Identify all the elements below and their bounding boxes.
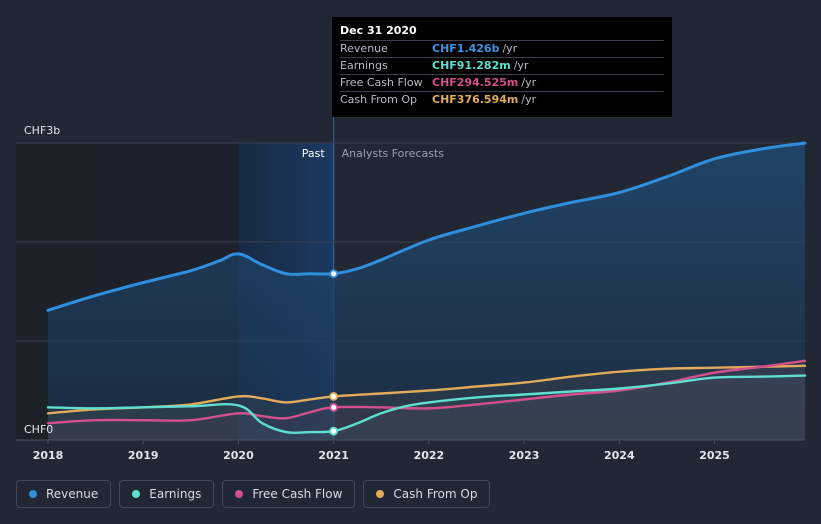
x-tick-label-2022: 2022 [414, 449, 445, 462]
free-cash-flow-area [48, 360, 805, 440]
series-lines [46, 141, 807, 435]
tooltip-row-unit: /yr [513, 59, 529, 72]
legend-item-free-cash-flow[interactable]: Free Cash Flow [222, 480, 356, 508]
legend-item-earnings[interactable]: Earnings [119, 480, 215, 508]
revenue-area [48, 143, 805, 440]
legend-dot-icon [235, 490, 244, 498]
tooltip-row-value: CHF91.282m [432, 59, 511, 72]
past-label: Past [302, 147, 326, 160]
earnings-marker [329, 426, 339, 436]
tooltip-row-label: Cash From Op [340, 93, 418, 106]
x-tick-label-2025: 2025 [699, 449, 730, 462]
legend-label: Cash From Op [393, 487, 478, 501]
legend-dot-icon [376, 490, 385, 498]
cash-from-op-marker [329, 392, 339, 401]
revenue-line [46, 141, 807, 312]
series-markers [329, 269, 339, 436]
legend-dot-icon [132, 490, 141, 498]
forecast-label: Analysts Forecasts [342, 147, 445, 160]
tooltip-row-free-cash-flow: Free Cash Flow CHF294.525m/yr [340, 74, 664, 91]
earnings-line [46, 374, 807, 435]
x-tick-label-2021: 2021 [318, 449, 349, 462]
tooltip-row-unit: /yr [502, 42, 518, 55]
x-tick-label-2018: 2018 [33, 449, 64, 462]
tooltip-row-unit: /yr [521, 76, 537, 89]
legend-dot-icon [29, 490, 37, 498]
x-tick-label-2019: 2019 [128, 449, 159, 462]
legend-item-cash-from-op[interactable]: Cash From Op [363, 480, 491, 508]
tooltip-row-value: CHF1.426b [432, 42, 500, 55]
revenue-marker [329, 269, 339, 279]
y-axis-top-label: CHF3b [24, 124, 60, 137]
tooltip-row-label: Free Cash Flow [340, 76, 423, 89]
tooltip-title: Dec 31 2020 [340, 24, 417, 37]
legend: Revenue Earnings Free Cash Flow Cash From O… [16, 480, 491, 508]
x-tick-label-2023: 2023 [509, 449, 540, 462]
tooltip-row-value: CHF294.525m [432, 76, 519, 89]
free-cash-flow-marker [329, 402, 339, 412]
cash-from-op-line [46, 364, 807, 415]
tooltip-row-unit: /yr [521, 93, 537, 106]
legend-label: Free Cash Flow [252, 487, 343, 501]
axis-labels: CHF3b CHF0 Past Analysts Forecasts 2018 2019 2… [24, 124, 730, 462]
legend-label: Revenue [46, 487, 99, 501]
tooltip-row-label: Revenue [340, 42, 388, 55]
y-axis-bottom-label: CHF0 [24, 423, 53, 436]
x-tick-label-2020: 2020 [223, 449, 254, 462]
legend-label: Earnings [149, 487, 202, 501]
tooltip-row-revenue: Revenue CHF1.426b/yr [340, 40, 664, 57]
tooltip-row-value: CHF376.594m [432, 93, 519, 106]
tooltip-row-earnings: Earnings CHF91.282m/yr [340, 57, 664, 74]
tooltip-row-cash-from-op: Cash From Op CHF376.594m/yr [340, 91, 664, 108]
x-tick-label-2024: 2024 [604, 449, 635, 462]
legend-item-revenue[interactable]: Revenue [16, 480, 112, 508]
tooltip: Dec 31 2020 Revenue CHF1.426b/yr Earnings C… [332, 17, 672, 117]
tooltip-row-label: Earnings [340, 59, 388, 72]
